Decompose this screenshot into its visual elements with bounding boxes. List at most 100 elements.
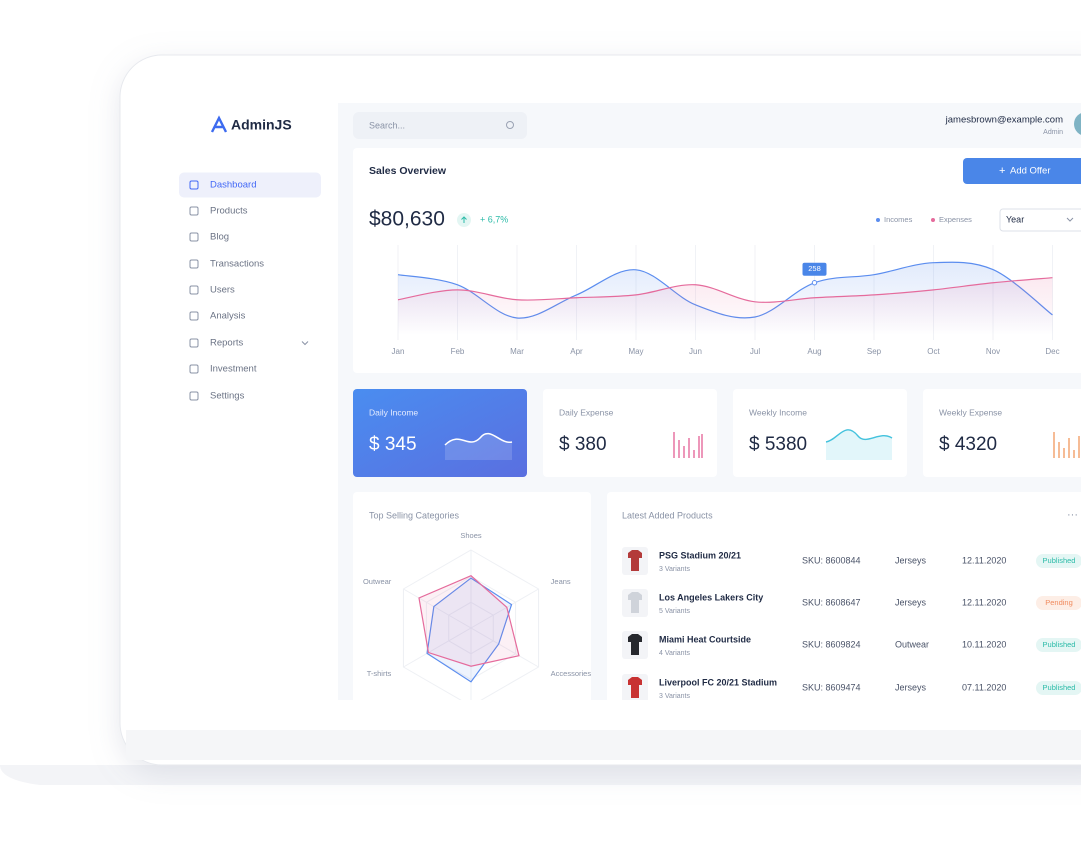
search-box[interactable]	[353, 112, 527, 139]
stat-card	[353, 389, 527, 477]
top-selling-title: Top Selling Categories	[369, 510, 460, 520]
avatar[interactable]	[1074, 112, 1081, 136]
product-date: 12.11.2020	[962, 555, 1006, 565]
product-image	[628, 592, 642, 613]
nav-item[interactable]: Blog	[210, 232, 229, 243]
select-caret	[1066, 217, 1074, 222]
sidebar	[160, 103, 338, 700]
nav-icon	[189, 259, 199, 269]
latest-products-title: Latest Added Products	[622, 510, 713, 520]
nav-item[interactable]: Reports	[210, 338, 244, 349]
product-category: Jerseys	[895, 597, 927, 607]
x-tick-label: May	[628, 347, 643, 356]
legend-label: Incomes	[884, 215, 913, 224]
nav-icon	[189, 311, 199, 321]
product-image	[628, 677, 642, 698]
tooltip	[802, 262, 827, 276]
radar-series	[426, 577, 513, 683]
series-line	[397, 277, 1053, 303]
stat-label: Daily Income	[369, 407, 418, 417]
nav-icon	[189, 285, 199, 295]
nav-item[interactable]: Investment	[210, 364, 257, 375]
status-pill	[1036, 596, 1081, 610]
logo-icon	[210, 115, 228, 133]
status-label: Pending	[1045, 598, 1073, 607]
user-email: jamesbrown@example.com	[945, 115, 1063, 126]
nav-caret	[301, 341, 309, 346]
nav-item[interactable]: Transactions	[210, 259, 264, 270]
period-label: Year	[1006, 214, 1024, 224]
stat-value: $ 380	[559, 434, 607, 455]
radar-label: Accessories	[551, 669, 592, 678]
spark-bars	[673, 432, 703, 458]
nav-icon	[189, 364, 199, 374]
x-tick-label: Jan	[392, 347, 405, 356]
stat-value: $ 4320	[939, 434, 997, 455]
search-placeholder: Search...	[369, 120, 405, 130]
latest-products-panel	[607, 492, 1081, 700]
x-tick-label: Jun	[689, 347, 702, 356]
sales-total: $80,630	[369, 208, 445, 231]
product-sku: SKU: 8609474	[802, 682, 861, 692]
x-tick-label: Apr	[570, 347, 583, 356]
stat-card	[543, 389, 717, 477]
nav-item[interactable]: Analysis	[210, 311, 246, 322]
nav-icon	[189, 206, 199, 216]
period-select[interactable]	[999, 208, 1081, 232]
screen: AdminJS Search... jamesbrown@example.com…	[160, 103, 1081, 700]
product-category: Outwear	[895, 639, 929, 649]
panel-menu[interactable]: ···	[1067, 509, 1078, 521]
product-image	[628, 634, 642, 655]
status-label: Published	[1043, 640, 1076, 649]
nav-active	[179, 172, 321, 198]
stat-label: Weekly Expense	[939, 407, 1002, 417]
product-name: Los Angeles Lakers City	[659, 592, 763, 602]
product-category: Jerseys	[895, 555, 927, 565]
legend-dot	[876, 218, 880, 222]
brand: AdminJS	[231, 117, 292, 133]
sparkline	[444, 432, 513, 446]
product-date: 10.11.2020	[962, 639, 1006, 649]
radar-spoke	[470, 588, 539, 629]
sales-title: Sales Overview	[369, 165, 447, 177]
radar-spoke	[403, 588, 472, 629]
x-tick-label: Aug	[807, 347, 821, 356]
status-label: Published	[1043, 556, 1076, 565]
spark-bars	[1053, 432, 1080, 458]
nav-icon	[189, 180, 199, 190]
stat-value: $ 345	[369, 434, 417, 455]
nav-item[interactable]: Products	[210, 206, 248, 217]
x-tick-label: Nov	[986, 347, 1000, 356]
add-offer-label: Add Offer	[1010, 166, 1051, 177]
stat-card	[923, 389, 1081, 477]
user-role: Admin	[1043, 129, 1063, 136]
top-selling-panel	[353, 492, 591, 700]
radar-label: Jeans	[551, 577, 571, 586]
x-tick-label: Sep	[867, 347, 882, 356]
product-name: Liverpool FC 20/21 Stadium	[659, 677, 777, 687]
product-date: 12.11.2020	[962, 597, 1006, 607]
nav-item[interactable]: Users	[210, 285, 235, 296]
x-tick-label: Dec	[1045, 347, 1059, 356]
nav-icon	[189, 338, 199, 348]
nav-item[interactable]: Settings	[210, 391, 245, 402]
radar-label: T-shirts	[367, 669, 392, 678]
up-arrow	[461, 216, 467, 223]
nav-icon	[189, 391, 199, 401]
product-sku: SKU: 8600844	[802, 555, 861, 565]
x-tick-label: Feb	[451, 347, 465, 356]
plus-icon: +	[999, 165, 1005, 177]
product-date: 07.11.2020	[962, 682, 1006, 692]
x-tick-label: Mar	[510, 347, 524, 356]
laptop-base	[0, 765, 1081, 785]
product-name: PSG Stadium 20/21	[659, 550, 741, 560]
stat-card	[733, 389, 907, 477]
legend-dot	[931, 218, 935, 222]
sales-change: + 6,7%	[480, 214, 508, 224]
nav-item[interactable]: Dashboard	[210, 180, 256, 191]
radar-spoke	[403, 627, 472, 668]
stat-label: Daily Expense	[559, 407, 614, 417]
add-offer-button[interactable]	[963, 158, 1081, 184]
